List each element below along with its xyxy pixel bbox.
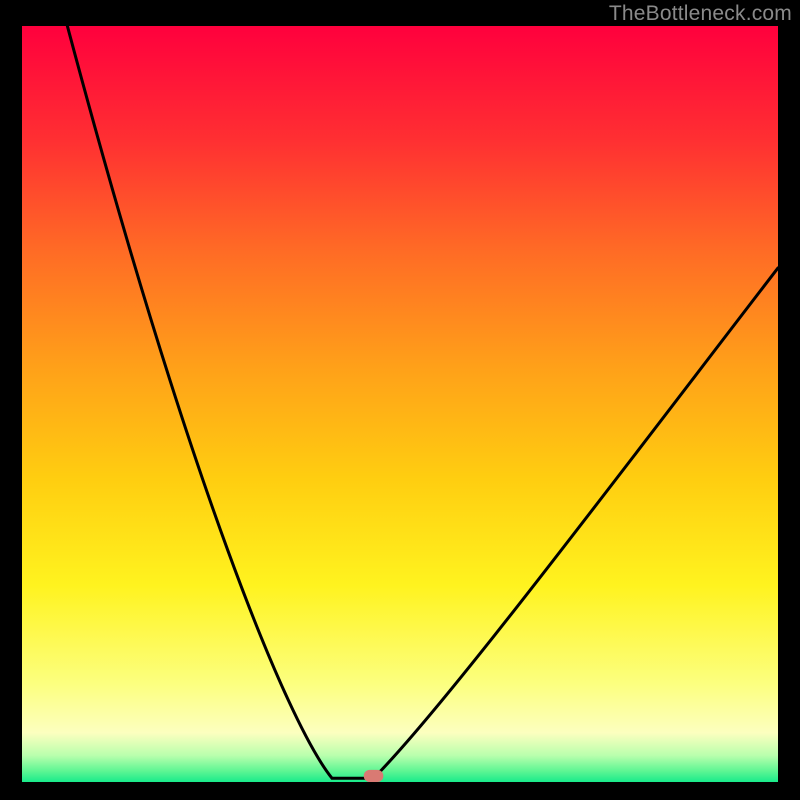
bottleneck-chart	[0, 0, 800, 800]
chart-background	[22, 26, 778, 782]
watermark-text: TheBottleneck.com	[609, 2, 792, 26]
optimum-marker	[364, 770, 384, 782]
chart-container: TheBottleneck.com	[0, 0, 800, 800]
